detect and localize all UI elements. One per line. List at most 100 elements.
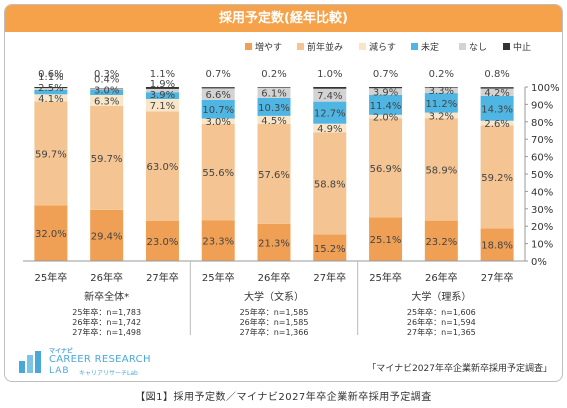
data-label: 4.5% (261, 116, 286, 127)
data-label: 59.7% (35, 149, 67, 160)
data-label: 59.7% (91, 154, 123, 165)
bar-segment (145, 99, 179, 112)
bar-segment (201, 88, 235, 100)
data-label: 0.7% (373, 69, 398, 80)
group-label: 大学（文系） (244, 290, 304, 303)
bar-segment (201, 123, 235, 221)
data-label: 6.3% (94, 96, 119, 107)
bar-segment (257, 223, 291, 261)
sample-size-note: 25年卒：n=1,585 (240, 307, 309, 317)
chart-frame: 採用予定数(経年比較) 増やす 前年並み 減らす 未定 なし 中止 32.0% 59.7% 4.… (4, 4, 563, 382)
bar-segment (34, 87, 68, 89)
data-label: 0.8% (484, 69, 509, 80)
data-label: 21.3% (258, 238, 290, 249)
data-label: 4.1% (38, 94, 63, 105)
bar-segment (34, 89, 68, 95)
legend-label: 増やす (255, 41, 282, 53)
data-label: 1.1% (38, 72, 63, 83)
y-tick-label: 30% (531, 205, 553, 216)
legend-swatch (359, 43, 366, 50)
sample-size-note: 27年卒：n=1,366 (240, 327, 309, 337)
data-label: 14.3% (481, 104, 513, 115)
bar-segment (34, 88, 68, 90)
legend-swatch (459, 43, 466, 50)
legend-label: なし (469, 42, 487, 53)
legend-swatch (245, 43, 252, 50)
y-tick-label: 80% (531, 118, 553, 129)
bar-segment (313, 234, 347, 261)
data-label: 7.1% (150, 101, 175, 112)
y-tick-label: 100% (531, 83, 560, 94)
category-label: 25年卒 (35, 271, 68, 284)
bar-segment (424, 93, 458, 113)
bar-segment (480, 120, 514, 126)
bar-segment (424, 87, 458, 94)
sample-size-note: 26年卒：n=1,742 (72, 317, 141, 327)
data-label: 12.7% (314, 109, 346, 120)
y-tick-label: 70% (531, 135, 553, 146)
data-label: 0.4% (94, 74, 119, 85)
data-label: 59.2% (481, 173, 513, 184)
bar-segment (145, 111, 179, 221)
data-label: 10.7% (202, 105, 234, 116)
bar-segment (201, 118, 235, 124)
sample-size-note: 25年卒：n=1,783 (72, 307, 141, 317)
data-label: 23.3% (202, 237, 234, 248)
data-label: 23.0% (147, 237, 179, 248)
data-label: 0.7% (206, 69, 231, 80)
bar-segment (90, 88, 124, 90)
y-tick-label: 90% (531, 100, 553, 111)
y-tick-label: 10% (531, 240, 553, 251)
bar-segment (424, 112, 458, 119)
bar-segment (369, 87, 403, 89)
data-label: 0.2% (261, 69, 286, 80)
bar-segment (480, 87, 514, 89)
y-tick-label: 50% (531, 170, 553, 181)
bar-segment (369, 217, 403, 261)
data-label: 56.9% (370, 164, 402, 175)
legend-swatch (411, 43, 418, 50)
data-label: 4.2% (484, 88, 509, 99)
bar-segment (480, 228, 514, 261)
bar-segment (257, 87, 291, 88)
category-label: 27年卒 (313, 271, 346, 284)
bar-segment (90, 209, 124, 261)
category-label: 26年卒 (258, 271, 291, 284)
y-tick-label: 20% (531, 222, 553, 233)
bar-segment (90, 89, 124, 90)
data-label: 3.0% (94, 85, 119, 96)
y-tick-label: 40% (531, 187, 553, 198)
data-label: 6.6% (206, 90, 231, 101)
data-label: 1.9% (150, 79, 175, 90)
source-note: 「マイナビ2027年卒企業新卒採用予定調査」 (367, 364, 552, 374)
data-label: 6.1% (261, 89, 286, 100)
data-label: 58.9% (425, 165, 457, 176)
bar-segment (313, 87, 347, 89)
legend-label: 前年並み (307, 41, 343, 53)
bar-segment (369, 118, 403, 218)
data-label: 32.0% (35, 229, 67, 240)
category-label: 26年卒 (90, 271, 123, 284)
brand-logo: マイナビ CAREER RESEARCH LAB キャリアリサーチLab (17, 343, 167, 381)
legend-swatch (297, 43, 304, 50)
bar-segment (34, 101, 68, 206)
data-label: 25.1% (370, 235, 402, 246)
bar-segment (34, 94, 68, 102)
bar-segment (90, 89, 124, 96)
chart-title: 採用予定数(経年比較) (5, 5, 562, 32)
group-label: 新卒全体* (84, 290, 129, 303)
bar-segment (480, 88, 514, 96)
sample-size-note: 27年卒：n=1,498 (72, 327, 141, 337)
bar-segment (424, 220, 458, 261)
sample-size-note: 26年卒：n=1,585 (240, 317, 309, 327)
bar-segment (424, 87, 458, 88)
data-label: 11.4% (370, 101, 402, 112)
legend-swatch (503, 43, 510, 50)
legend-label: 中止 (513, 41, 531, 53)
category-label: 27年卒 (146, 271, 179, 284)
legend-label: 減らす (369, 41, 396, 53)
data-label: 4.9% (317, 124, 342, 135)
data-label: 18.8% (481, 241, 513, 252)
data-label: 2.5% (38, 83, 63, 94)
data-label: 11.2% (425, 99, 457, 110)
